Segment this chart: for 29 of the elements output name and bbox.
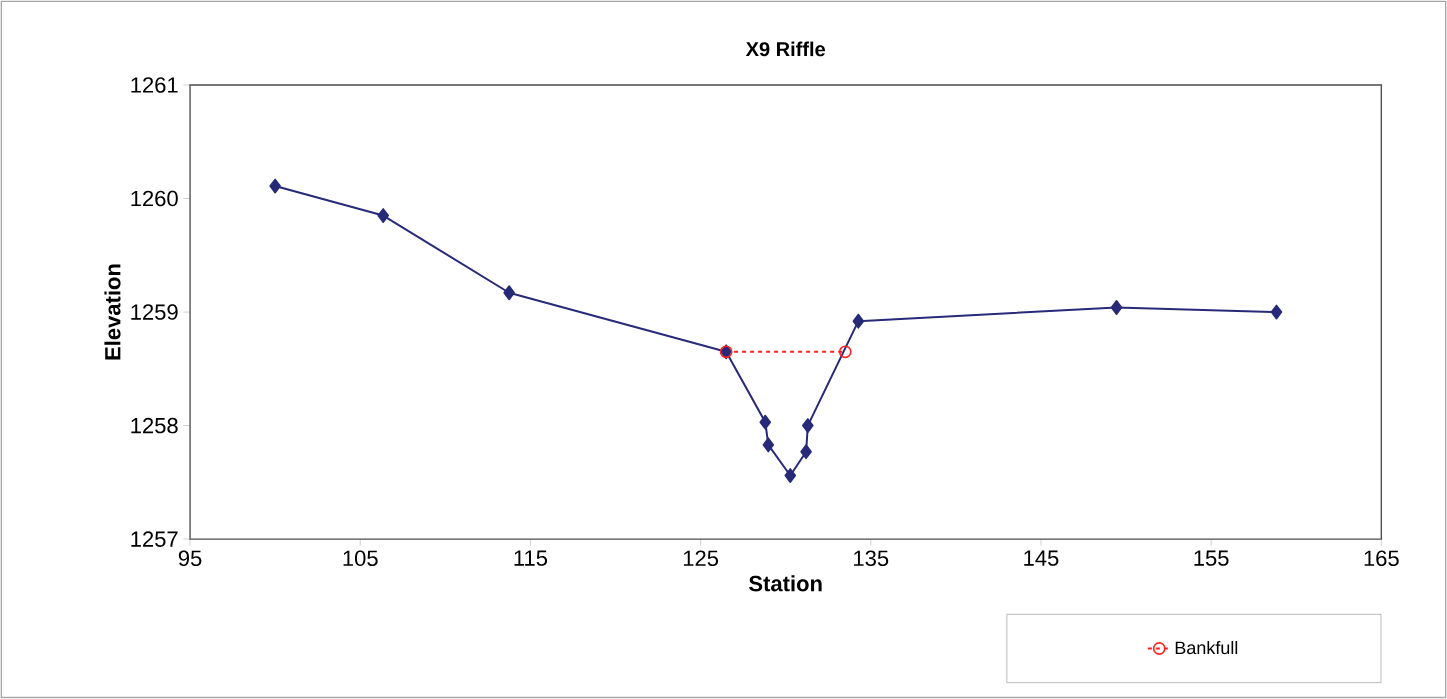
point [800,444,812,460]
point [1270,304,1283,320]
y-tick-label: 1258 [131,417,178,434]
y-tick-label: 1260 [131,190,178,207]
x-tick-label: 165 [1364,550,1399,567]
y-tick-label: 1259 [131,304,178,320]
legend-label: Bankfull [1175,641,1238,655]
point [759,414,772,430]
point [838,345,852,359]
y-axis-title: Elevation [104,264,121,360]
point [802,418,814,434]
x-tick-label: 115 [514,550,548,566]
point [377,208,390,224]
x-tick-label: 135 [854,550,889,567]
y-tick-label: 1261 [131,77,178,93]
y-tick-label: 1257 [131,531,178,547]
x-tick-label: 105 [343,550,378,567]
point [503,285,515,301]
point [762,437,775,453]
x-tick-label: 145 [1024,550,1059,566]
x-tick-label: 125 [683,550,719,567]
point [1110,300,1123,316]
point [784,468,797,484]
point [269,178,281,194]
chart-title: X9 Riffle [745,41,825,57]
x-tick-label: 95 [178,550,202,567]
point [852,313,865,329]
x-axis-title: Station [749,575,822,592]
x-tick-label: 155 [1194,550,1229,566]
